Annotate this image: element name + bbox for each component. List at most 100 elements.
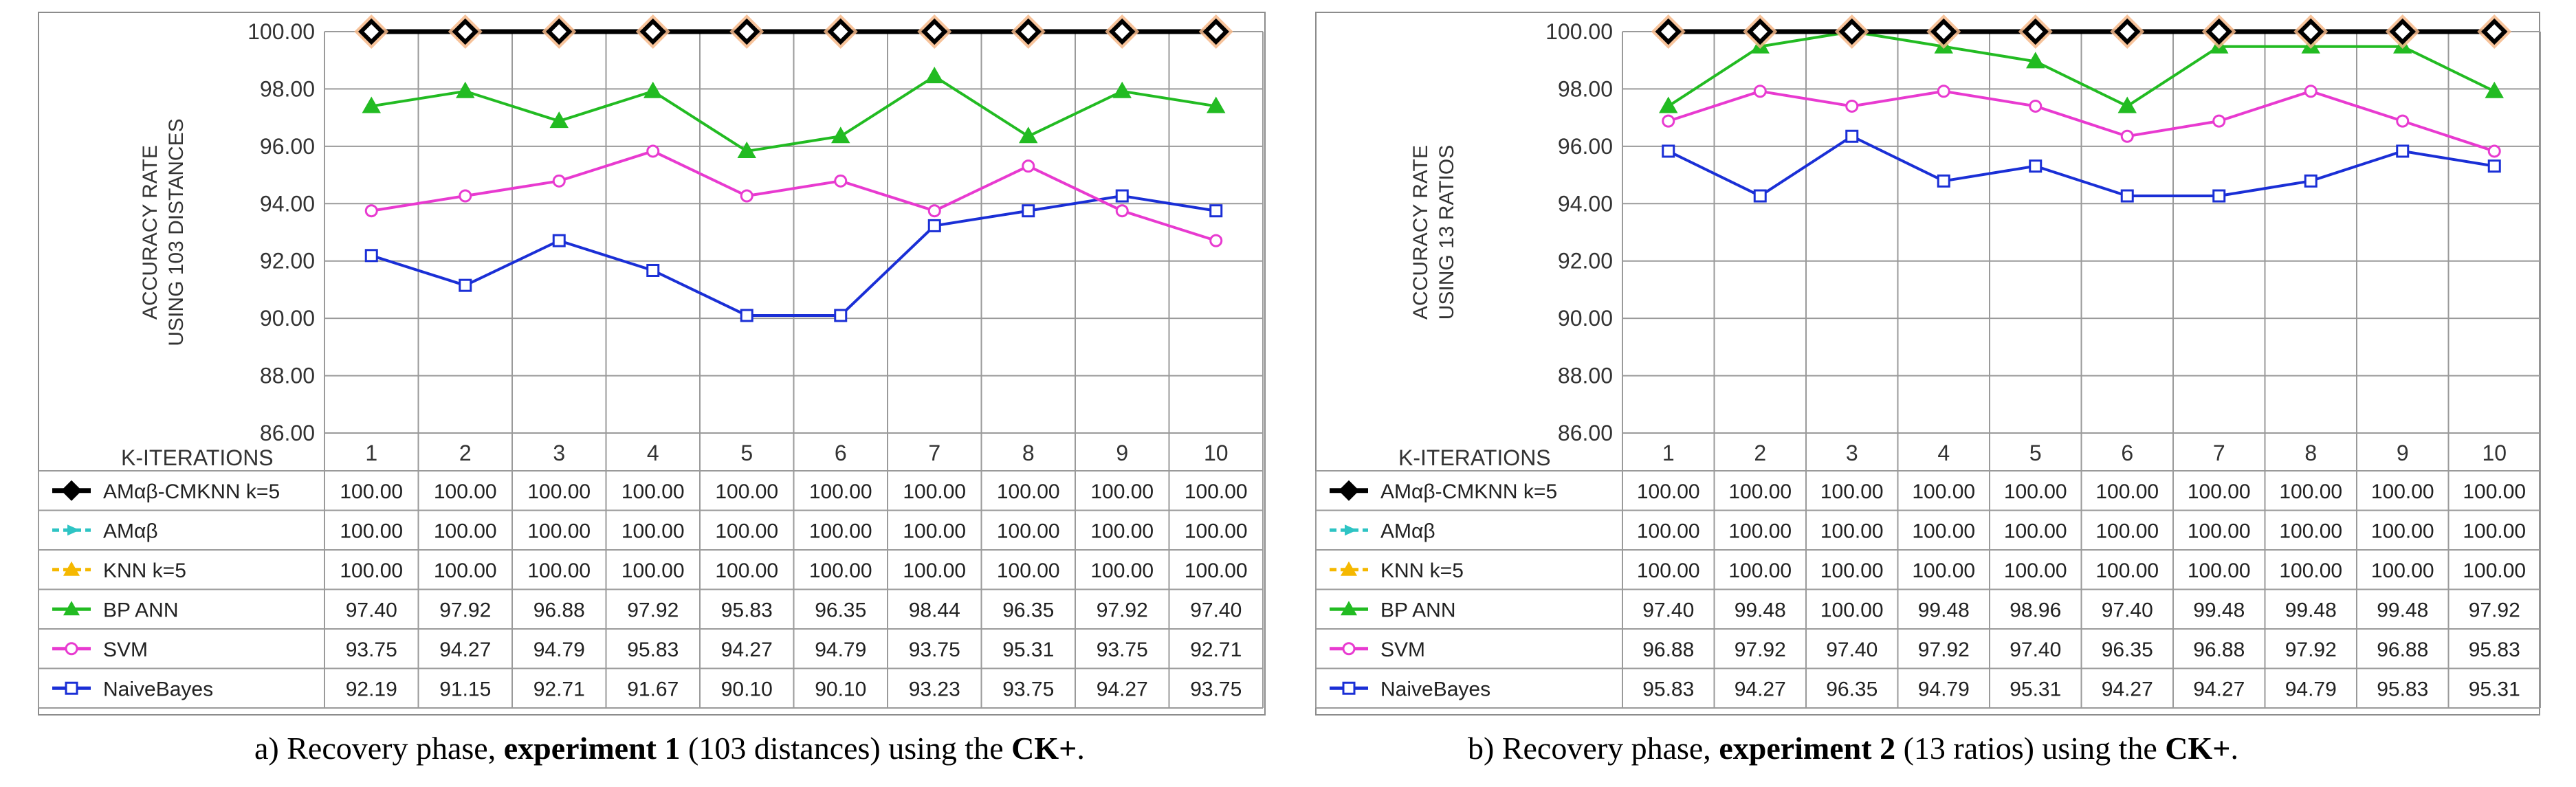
legend-label: AMαβ-CMKNN k=5 (103, 480, 280, 503)
data-point (364, 204, 378, 218)
data-point (1845, 129, 1859, 143)
table-cell: 100.00 (903, 559, 966, 582)
data-point (1937, 85, 1950, 98)
x-tick-label: 6 (835, 441, 847, 465)
table-cell: 100.00 (2004, 520, 2067, 542)
table-cell: 100.00 (340, 559, 403, 582)
y-tick-label: 90.00 (260, 306, 315, 331)
table-cell: 100.00 (1820, 520, 1884, 542)
table-cell: 95.83 (1642, 678, 1694, 700)
y-tick-label: 88.00 (1558, 364, 1613, 388)
table-cell: 94.79 (2285, 678, 2337, 700)
table-cell: 96.88 (533, 599, 585, 621)
table-cell: 100.00 (2188, 559, 2251, 582)
y-tick-label: 90.00 (1558, 306, 1613, 331)
x-tick-label: 9 (1116, 441, 1128, 465)
table-cell: 97.40 (1642, 599, 1694, 621)
table-cell: 100.00 (997, 559, 1060, 582)
y-tick-label: 100.00 (1545, 19, 1613, 44)
chart-panel-b: 86.00 88.00 90.00 92.00 94.00 96.00 98.00 100.0… (1315, 12, 2541, 716)
data-point (549, 111, 569, 129)
series-svm (364, 144, 1223, 247)
data-point (546, 18, 573, 45)
data-point (834, 174, 848, 188)
table-cell: 95.83 (721, 599, 773, 621)
table-cell: 97.40 (1826, 639, 1878, 661)
table-cell: 100.00 (1090, 480, 1154, 503)
data-point (2485, 81, 2504, 98)
table-cell: 100.00 (1090, 520, 1154, 542)
table-cell: 100.00 (434, 520, 497, 542)
table-cell: 97.92 (2469, 599, 2520, 621)
table-cell: 100.00 (1185, 559, 1248, 582)
caption-a: a) Recovery phase, experiment 1 (103 dis… (254, 731, 1085, 766)
y-axis-label: ACCURACY RATE (139, 145, 162, 320)
y-axis-label: USING 13 RATIOS (1435, 145, 1458, 320)
legend-key-marker (1339, 480, 1359, 501)
table-cell: 100.00 (2095, 480, 2159, 503)
table-cell: 100.00 (2188, 520, 2251, 542)
data-point (2114, 18, 2141, 45)
table-cell: 100.00 (1637, 520, 1700, 542)
table-cell: 100.00 (715, 520, 778, 542)
x-tick-label: 9 (2397, 441, 2409, 465)
table-cell: 99.48 (1918, 599, 1970, 621)
data-point (2396, 114, 2410, 128)
table-cell: 100.00 (2279, 480, 2342, 503)
series-bp-ann (362, 67, 1226, 158)
legend-key-marker (1341, 601, 1357, 616)
legend-key-marker (63, 601, 80, 616)
table-cell: 93.23 (909, 678, 960, 700)
table-cell: 100.00 (621, 480, 685, 503)
table-cell: 94.27 (1735, 678, 1786, 700)
table-cell: 95.83 (2377, 678, 2428, 700)
table-cell: 94.79 (1918, 678, 1970, 700)
table-cell: 94.27 (1097, 678, 1148, 700)
table-cell: 100.00 (1637, 480, 1700, 503)
data-point (2304, 174, 2318, 188)
table-cell: 94.79 (533, 639, 585, 661)
y-axis-label: ACCURACY RATE (1409, 145, 1432, 320)
data-point (2389, 18, 2416, 45)
legend-key-marker (1341, 561, 1357, 576)
data-point (2487, 159, 2501, 173)
table-cell: 93.75 (346, 639, 397, 661)
series-line (371, 194, 1217, 317)
data-point (1937, 174, 1950, 188)
table-cell: 100.00 (903, 520, 966, 542)
table-cell: 100.00 (903, 480, 966, 503)
legend-label: KNN k=5 (103, 559, 186, 582)
table-cell: 100.00 (340, 480, 403, 503)
table-cell: 100.00 (1185, 480, 1248, 503)
table-cell: 97.92 (1918, 639, 1970, 661)
data-point (1209, 234, 1223, 247)
table-cell: 100.00 (809, 520, 872, 542)
data-point (1115, 204, 1129, 218)
x-axis-label: K-ITERATIONS (121, 445, 274, 470)
data-point (2212, 189, 2226, 203)
data-point (925, 67, 944, 84)
data-point (456, 81, 475, 98)
x-tick-label: 4 (647, 441, 659, 465)
y-tick-label: 88.00 (260, 364, 315, 388)
data-point (1022, 159, 1035, 173)
table-cell: 100.00 (2095, 559, 2159, 582)
data-point (1109, 18, 1136, 45)
data-point (1659, 96, 1678, 113)
data-point (362, 96, 381, 113)
table-cell: 100.00 (1912, 480, 1975, 503)
table-cell: 96.35 (1826, 678, 1878, 700)
table-cell: 97.92 (1097, 599, 1148, 621)
table-cell: 100.00 (434, 480, 497, 503)
series-line (1668, 89, 2495, 153)
y-tick-label: 98.00 (260, 76, 315, 101)
table-cell: 92.71 (533, 678, 585, 700)
series-svm (1662, 85, 2501, 158)
x-tick-label: 1 (1662, 441, 1675, 465)
table-cell: 98.44 (909, 599, 960, 621)
data-point (1662, 144, 1675, 158)
table-cell: 95.31 (2469, 678, 2520, 700)
series-naivebayes (364, 189, 1223, 322)
data-point (452, 18, 478, 45)
